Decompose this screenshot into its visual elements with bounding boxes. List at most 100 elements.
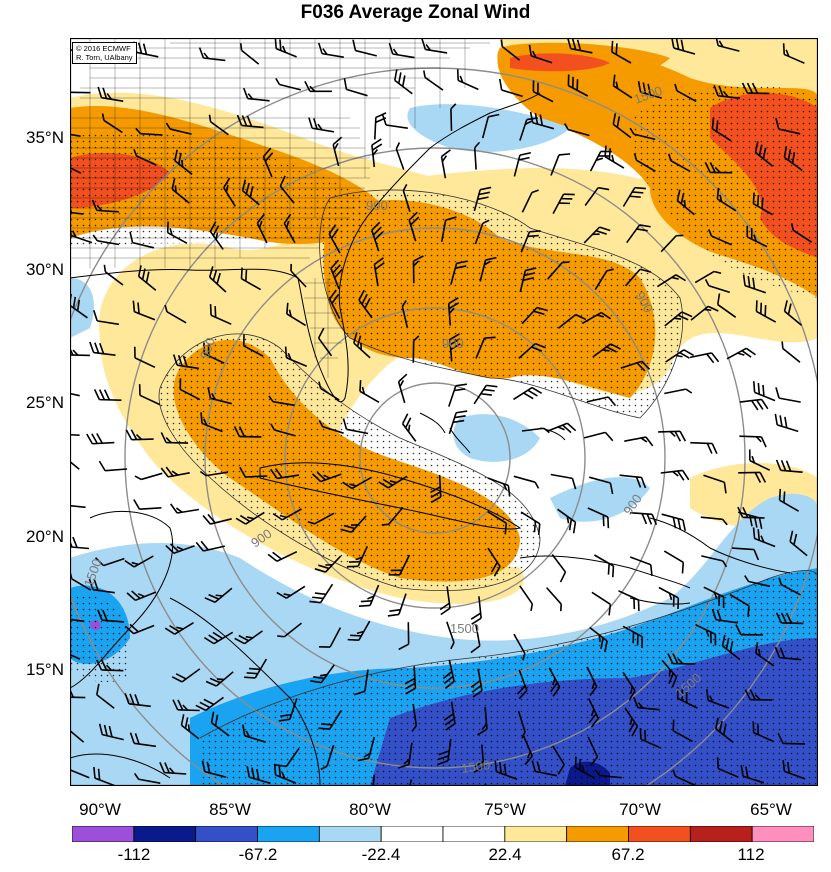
wind-barb (516, 669, 528, 700)
wind-barb (286, 302, 307, 327)
wind-barb (790, 223, 813, 243)
wind-barb (133, 499, 162, 510)
colorbar (72, 826, 814, 842)
wind-barb (581, 311, 612, 325)
wind-barb (133, 772, 161, 784)
wind-barb (310, 664, 335, 684)
wind-barb (235, 511, 265, 525)
wind-barb (318, 420, 344, 434)
wind-barb (126, 590, 157, 602)
colorbar-swatch (504, 826, 568, 842)
wind-barb (160, 432, 189, 444)
wind-barb (629, 556, 653, 576)
wind-barb (782, 760, 806, 780)
wind-barb (421, 38, 448, 54)
lon-label: 85°W (209, 800, 251, 819)
wind-barb (626, 224, 651, 244)
wind-barb (522, 735, 534, 766)
wind-barb (274, 38, 297, 58)
wind-barb (704, 162, 733, 174)
wind-barb (437, 738, 452, 766)
wind-barb (547, 261, 570, 280)
wind-barb (311, 471, 342, 483)
wind-barb (381, 506, 404, 526)
wind-barb (244, 658, 268, 679)
colorbar-label: 67.2 (611, 845, 645, 864)
wind-barb (528, 44, 553, 64)
contour-label: 900 (197, 336, 219, 362)
wind-barb (639, 727, 662, 749)
wind-barb (704, 279, 731, 294)
wind-barb (164, 304, 187, 324)
wind-barb (373, 257, 385, 287)
wind-barb (551, 554, 567, 583)
wind-barb (137, 265, 157, 291)
credit-box: © 2016 ECMWF R. Torn, UAlbany (72, 42, 137, 64)
wind-barb (732, 547, 760, 561)
contour-label: 900 (442, 336, 464, 351)
wind-barb (656, 274, 686, 288)
wind-barb (474, 219, 490, 245)
wind-barb (180, 714, 200, 740)
wind-barb (70, 131, 81, 137)
wind-barb (304, 80, 332, 93)
colorbar-swatch (133, 826, 197, 842)
wind-barb (273, 763, 297, 784)
wind-barb (207, 387, 232, 405)
wind-barb (203, 631, 234, 645)
wind-barb (70, 649, 81, 660)
wind-barb (401, 413, 417, 442)
wind-barb (775, 387, 801, 403)
wind-barb (674, 83, 697, 103)
wind-barb (70, 162, 82, 174)
wind-barb (328, 289, 341, 319)
wind-barb (566, 38, 593, 54)
wind-barb (622, 671, 636, 701)
wind-barb (739, 435, 767, 448)
wind-barb (667, 653, 695, 665)
wind-barb (164, 622, 194, 635)
wind-barb (234, 630, 263, 645)
wind-barb (272, 508, 302, 521)
wind-barb (381, 114, 408, 129)
wind-barb (70, 433, 80, 436)
wind-barb (124, 555, 154, 568)
wind-barb (98, 723, 124, 741)
wind-barb (346, 545, 369, 568)
wind-barb (210, 711, 230, 737)
wind-barb (233, 426, 262, 438)
wind-barb (262, 147, 274, 178)
wind-barb (239, 466, 268, 478)
wind-barb (661, 513, 687, 531)
wind-barb (98, 460, 128, 472)
wind-barb (160, 466, 190, 478)
wind-barb (134, 472, 163, 481)
lon-label: 75°W (484, 800, 526, 819)
wind-barb (735, 624, 763, 636)
wind-barb (290, 263, 307, 288)
wind-barb (442, 659, 455, 689)
wind-barb (456, 69, 479, 91)
wind-barb (397, 373, 408, 404)
wind-barb (352, 39, 377, 57)
wind-barb (268, 395, 295, 407)
wind-barb (201, 760, 227, 778)
colorbar-swatch (566, 826, 629, 842)
wind-barb (412, 255, 424, 284)
wind-barb (343, 78, 368, 97)
wind-barb (706, 689, 729, 709)
wind-barb (91, 199, 119, 213)
wind-barb (318, 627, 342, 648)
wind-barb (594, 268, 614, 291)
wind-barb (393, 69, 413, 95)
stipple-south (200, 570, 818, 786)
wind-barb (125, 429, 154, 441)
wind-barb (624, 436, 654, 447)
wind-barb (284, 346, 308, 367)
colorbar-label: -67.2 (238, 845, 278, 864)
wind-barb (708, 229, 732, 246)
wind-barb (660, 469, 690, 481)
wind-barb (622, 186, 647, 207)
wind-barb (378, 475, 408, 489)
wind-barb (70, 768, 90, 779)
